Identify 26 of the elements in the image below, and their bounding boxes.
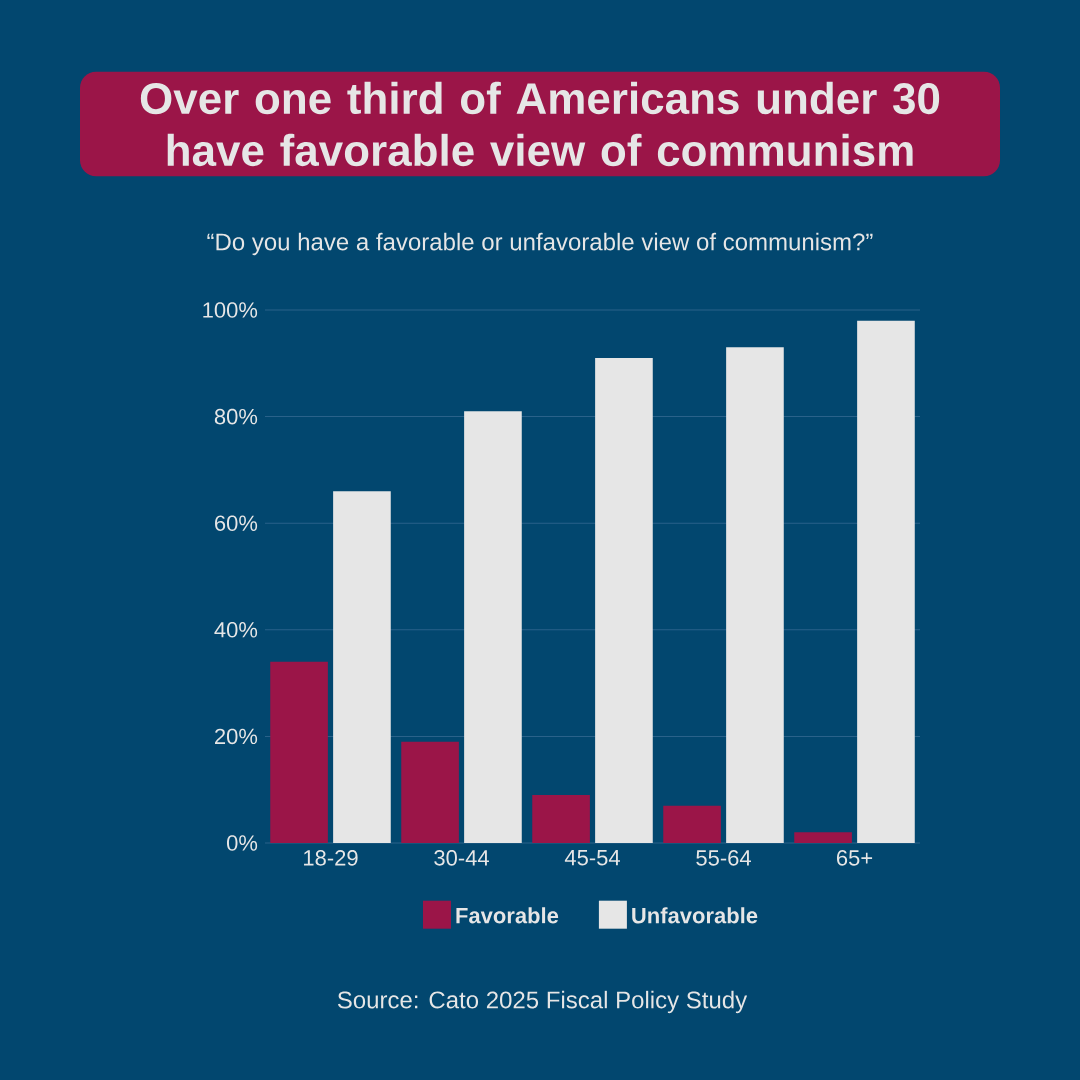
- bar: [401, 741, 459, 843]
- y-tick-label: 60%: [215, 515, 258, 531]
- x-tick-label: 55-64: [696, 850, 751, 866]
- y-tick-label: 100%: [203, 302, 258, 318]
- x-tick-label: 45-54: [564, 850, 620, 866]
- chart-subtitle: “Do you have a favorable or unfavorable view of communism?”: [207, 232, 873, 256]
- x-tick-label: 18-29: [304, 850, 358, 866]
- y-tick-label: 40%: [214, 622, 258, 638]
- bar: [532, 795, 590, 843]
- y-tick-label: 80%: [214, 408, 258, 425]
- bar: [794, 832, 852, 843]
- legend-label: Favorable: [456, 907, 559, 924]
- bar: [333, 491, 391, 843]
- y-tick-label: 20%: [215, 728, 258, 745]
- bar: [726, 347, 784, 843]
- bar: [663, 805, 721, 843]
- chart-title: Over one third of Americans under 30 have favorable view of communism: [140, 81, 940, 167]
- bar: [464, 411, 522, 843]
- source-note: Source: Cato 2025 Fiscal Policy Study: [337, 990, 748, 1014]
- legend-label: Unfavorable: [632, 907, 758, 924]
- y-tick-label: 0%: [226, 835, 258, 851]
- bar: [270, 661, 328, 843]
- bar: [595, 357, 653, 843]
- x-tick-label: 30-44: [434, 850, 489, 866]
- x-tick-label: 65+: [836, 850, 873, 866]
- bar: [857, 320, 915, 843]
